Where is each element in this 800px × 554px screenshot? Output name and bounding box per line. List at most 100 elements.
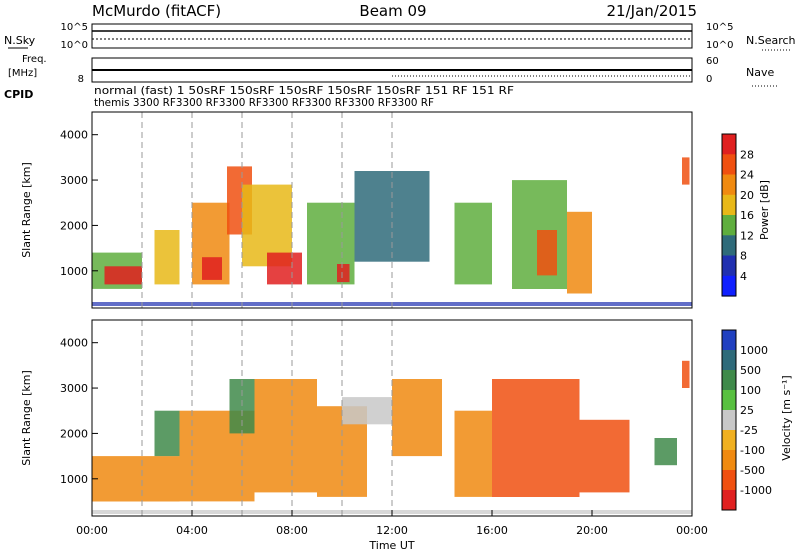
velocity-colorbar-swatch-4 — [722, 410, 736, 431]
power-colorbar-tick-0: 28 — [740, 148, 754, 161]
velocity-y-tick-label-2000: 2000 — [60, 427, 88, 440]
x-axis-label: Time UT — [368, 539, 414, 552]
velocity-colorbar-frame — [721, 329, 737, 511]
velocity-colorbar-swatch-5 — [722, 430, 736, 451]
velocity-colorbar-tick-4: -25 — [740, 424, 758, 437]
cpid-label: CPID — [4, 88, 33, 101]
power-y-tick-label-3000: 3000 — [60, 174, 88, 187]
power-mode-lines — [141, 112, 393, 308]
velocity-colorbar-swatch-1 — [722, 350, 736, 371]
velocity-region-8 — [454, 410, 492, 497]
velocity-colorbar-tick-3: 25 — [740, 404, 754, 417]
velocity-y-tick-label-3000: 3000 — [60, 382, 88, 395]
cpid-line-2: themis 3300 RF3300 RF3300 RF3300 RF3300 … — [94, 96, 434, 109]
power-region-15 — [682, 157, 690, 185]
velocity-region-4 — [254, 379, 317, 493]
power-colorbar-label: Power [dB] — [758, 180, 771, 240]
velocity-colorbar-tick-0: 1000 — [740, 344, 768, 357]
power-region-9 — [337, 264, 350, 283]
power-region-2 — [154, 230, 180, 285]
power-y-label: Slant Range [km] — [20, 162, 33, 258]
noise-right-bottom: 10^0 — [706, 40, 733, 51]
noise-y-bottom: 10^0 — [61, 40, 88, 51]
power-colorbar-swatch-0 — [722, 134, 736, 155]
freq-label-2: [MHz] — [8, 68, 37, 79]
power-y-tick-label-1000: 1000 — [60, 265, 88, 278]
velocity-colorbar-swatch-2 — [722, 370, 736, 391]
velocity-colorbar-tick-7: -1000 — [740, 484, 772, 497]
power-y-axis: 1000 2000 3000 4000 — [60, 129, 98, 278]
x-tick-label-4: 16:00 — [476, 524, 508, 537]
power-region-4 — [202, 257, 222, 280]
noise-search-label: N.Search — [746, 34, 796, 47]
velocity-colorbar-swatch-0 — [722, 330, 736, 351]
power-region-7 — [267, 252, 302, 285]
velocity-colorbar-swatch-6 — [722, 450, 736, 471]
power-colorbar-tick-1: 24 — [740, 169, 754, 182]
noise-panel-frame — [91, 23, 693, 49]
power-colorbar-swatch-6 — [722, 255, 736, 277]
date-title: 21/Jan/2015 — [607, 2, 698, 20]
velocity-colorbar-swatch-8 — [722, 490, 736, 511]
nave-tick-bottom: 0 — [706, 74, 712, 85]
velocity-colorbar-tick-5: -100 — [740, 444, 765, 457]
power-colorbar-swatch-5 — [722, 235, 736, 257]
power-colorbar-swatch-7 — [722, 275, 736, 297]
velocity-y-tick-label-1000: 1000 — [60, 473, 88, 486]
power-colorbar-tick-4: 12 — [740, 229, 754, 242]
power-y-tick-label-2000: 2000 — [60, 219, 88, 232]
beam-title: Beam 09 — [359, 2, 426, 20]
power-colorbar-tick-6: 4 — [740, 270, 747, 283]
velocity-region-12 — [682, 360, 690, 388]
power-colorbar-swatch-1 — [722, 154, 736, 176]
time-x-axis: 00:00 04:00 08:00 12:00 16:00 20:00 00:00 — [76, 510, 708, 537]
power-colorbar: 28 24 20 16 12 8 4 — [721, 133, 754, 297]
x-tick-label-1: 04:00 — [176, 524, 208, 537]
noise-panel: N.Sky 10^5 10^0 10^5 10^0 N.Search — [4, 22, 796, 51]
power-region-11 — [454, 202, 492, 285]
velocity-colorbar: 1000 500 100 25 -25 -100 -500 -1000 — [721, 329, 772, 511]
velocity-region-0 — [92, 456, 180, 502]
velocity-region-1 — [154, 410, 180, 457]
velocity-colorbar-swatch-3 — [722, 390, 736, 411]
x-tick-label-0: 00:00 — [76, 524, 108, 537]
velocity-region-9 — [492, 379, 580, 497]
velocity-y-tick-label-4000: 4000 — [60, 337, 88, 350]
power-region-13 — [537, 230, 557, 276]
velocity-colorbar-label: Velocity [m s⁻¹] — [780, 375, 793, 460]
velocity-colorbar-tick-6: -500 — [740, 464, 765, 477]
power-plot-frame — [91, 111, 693, 309]
x-tick-label-3: 12:00 — [376, 524, 408, 537]
velocity-region-11 — [654, 438, 677, 466]
velocity-data-marks — [92, 360, 692, 514]
velocity-mode-lines — [141, 320, 393, 516]
power-colorbar-tick-2: 20 — [740, 189, 754, 202]
freq-panel: Freq. [MHz] 8 60 0 Nave — [8, 54, 778, 87]
velocity-y-axis: 1000 2000 3000 4000 — [60, 337, 98, 486]
power-region-14 — [567, 211, 592, 294]
power-colorbar-swatch-2 — [722, 174, 736, 196]
power-colorbar-swatch-4 — [722, 215, 736, 236]
velocity-panel: 1000 2000 3000 4000 Slant Range [km] 1000 50… — [20, 319, 793, 517]
noise-y-top: 10^5 — [61, 22, 88, 33]
velocity-colorbar-tick-2: 100 — [740, 384, 761, 397]
velocity-region-10 — [579, 419, 630, 493]
power-region-1 — [104, 266, 142, 285]
x-tick-label-2: 08:00 — [276, 524, 308, 537]
noise-right-top: 10^5 — [706, 22, 733, 33]
freq-tick-bottom: 8 — [78, 74, 84, 85]
velocity-colorbar-tick-1: 500 — [740, 364, 761, 377]
power-colorbar-tick-3: 16 — [740, 209, 754, 222]
x-tick-label-5: 20:00 — [576, 524, 608, 537]
power-colorbar-swatch-3 — [722, 194, 736, 216]
nave-label: Nave — [746, 66, 774, 79]
velocity-region-7 — [392, 379, 442, 457]
nave-tick-top: 60 — [706, 56, 719, 67]
cpid-line-1: normal (fast) 1 50sRF 150sRF 150sRF 150s… — [94, 84, 514, 97]
freq-label-1: Freq. — [22, 54, 47, 65]
x-tick-label-6: 00:00 — [676, 524, 708, 537]
noise-sky-label: N.Sky — [4, 34, 36, 47]
velocity-colorbar-swatch-7 — [722, 470, 736, 491]
power-y-tick-label-4000: 4000 — [60, 129, 88, 142]
